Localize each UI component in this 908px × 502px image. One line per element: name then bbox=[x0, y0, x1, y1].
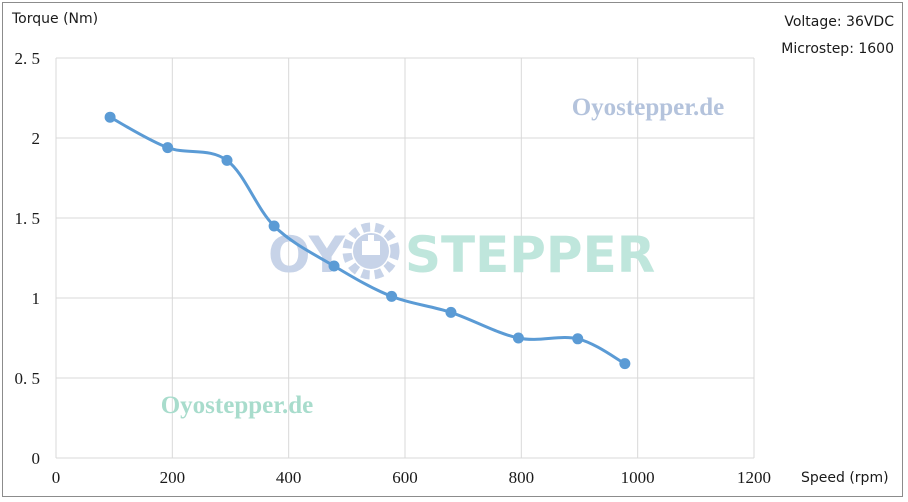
x-tick-label: 0 bbox=[52, 468, 61, 487]
y-tick-label: 1 bbox=[32, 289, 41, 308]
data-point bbox=[386, 290, 398, 302]
watermark-top: Oyostepper.de bbox=[572, 94, 725, 121]
gear-icon bbox=[342, 222, 400, 280]
series-line bbox=[108, 115, 627, 366]
y-tick-label: 1. 5 bbox=[15, 209, 41, 228]
x-tick-label: 400 bbox=[276, 468, 302, 487]
y-tick-label: 2 bbox=[32, 129, 41, 148]
data-point bbox=[162, 142, 174, 154]
grid-lines bbox=[55, 57, 755, 459]
y-tick-label: 0. 5 bbox=[15, 369, 41, 388]
y-tick-label: 0 bbox=[32, 449, 41, 468]
x-tick-label: 800 bbox=[509, 468, 535, 487]
voltage-label: Voltage: 36VDC bbox=[784, 14, 894, 30]
y-axis-ticks: 0 0. 5 1 1. 5 2 2. 5 bbox=[15, 49, 41, 468]
y-tick-label: 2. 5 bbox=[15, 49, 41, 68]
data-point bbox=[619, 358, 631, 370]
x-tick-label: 200 bbox=[160, 468, 186, 487]
y-axis-label: Torque (Nm) bbox=[12, 11, 99, 27]
data-point bbox=[445, 306, 457, 318]
watermark-layer: Oyostepper.de Oyostepper.de OY STEPPER bbox=[161, 94, 725, 419]
data-point bbox=[221, 154, 233, 166]
x-tick-label: 600 bbox=[392, 468, 418, 487]
data-point bbox=[328, 260, 340, 272]
x-tick-label: 1200 bbox=[737, 468, 771, 487]
microstep-label: Microstep: 1600 bbox=[781, 41, 894, 57]
watermark-logo-right: STEPPER bbox=[405, 226, 655, 284]
data-point bbox=[572, 333, 584, 345]
data-point bbox=[104, 111, 116, 123]
watermark-logo-left: OY bbox=[268, 226, 346, 284]
x-tick-label: 1000 bbox=[621, 468, 655, 487]
x-axis-ticks: 0 200 400 600 800 1000 1200 bbox=[52, 468, 771, 487]
watermark-bottom: Oyostepper.de bbox=[161, 392, 314, 419]
series-layer bbox=[104, 111, 631, 370]
chart-frame bbox=[2, 2, 903, 497]
x-axis-label: Speed (rpm) bbox=[801, 470, 889, 486]
data-point bbox=[268, 220, 280, 232]
data-point bbox=[512, 332, 524, 344]
